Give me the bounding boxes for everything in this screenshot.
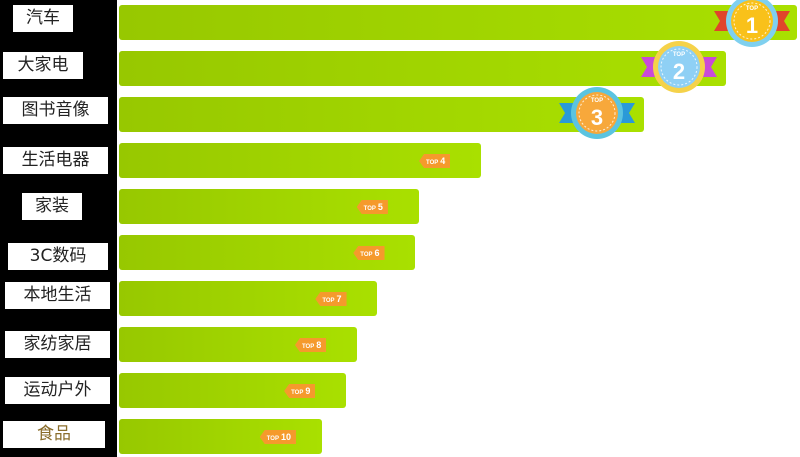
- category-label: 家装: [22, 193, 82, 220]
- svg-text:TOP: TOP: [673, 52, 685, 58]
- category-label: 3C数码: [8, 243, 108, 270]
- rank-tag: TOP 4: [419, 154, 451, 168]
- category-label: 运动户外: [5, 377, 110, 404]
- bar: [119, 5, 797, 40]
- rank-medal-icon: TOP 3: [559, 87, 635, 139]
- svg-text:2: 2: [673, 59, 685, 84]
- svg-text:TOP: TOP: [591, 98, 603, 104]
- category-label: 本地生活: [5, 282, 110, 309]
- rank-medal-icon: TOP 2: [641, 41, 717, 93]
- category-label: 图书音像: [3, 97, 108, 124]
- category-label: 生活电器: [3, 147, 108, 174]
- category-label: 汽车: [13, 5, 73, 32]
- svg-text:3: 3: [591, 105, 603, 130]
- rank-tag: TOP 9: [284, 384, 316, 398]
- rank-medal-icon: TOP 1: [714, 0, 790, 47]
- category-label: 食品: [3, 421, 105, 448]
- rank-tag: TOP 6: [353, 246, 385, 260]
- bar: [119, 51, 726, 86]
- rank-tag: TOP 10: [259, 430, 296, 444]
- category-label: 家纺家居: [5, 331, 110, 358]
- rank-tag: TOP 8: [294, 338, 327, 352]
- svg-text:TOP: TOP: [746, 6, 758, 12]
- rank-tag: TOP 5: [356, 200, 388, 214]
- bar: [119, 97, 644, 132]
- category-label: 大家电: [3, 52, 83, 79]
- svg-text:1: 1: [746, 13, 758, 38]
- rank-tag: TOP 7: [315, 292, 347, 306]
